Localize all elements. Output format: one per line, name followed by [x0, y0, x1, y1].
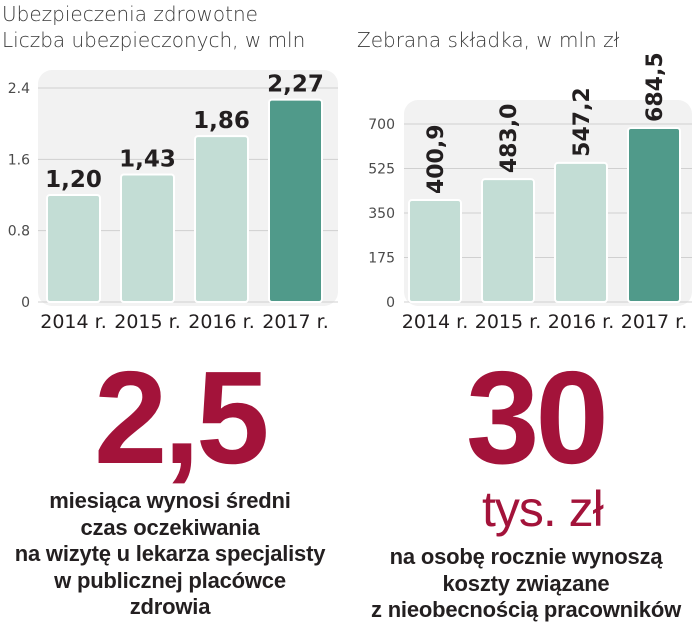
- y-tick-label: 0: [21, 295, 30, 311]
- right-stat-unit: tys. zł: [482, 481, 604, 537]
- chart-panel: [404, 100, 692, 306]
- bar-value-label: 400,9: [424, 124, 449, 194]
- right-stat-line: na osobę rocznie wynoszą: [389, 544, 663, 569]
- bar: [120, 173, 175, 303]
- left-stat-line: zdrowia: [129, 594, 211, 619]
- right-stat-description: na osobę rocznie wynoszą koszty związane…: [355, 544, 697, 624]
- left-stat-line: miesiąca wynosi średni: [49, 488, 291, 513]
- bar: [627, 126, 681, 304]
- y-tick-label: 2.4: [8, 81, 30, 97]
- left-stat-line: na wizytę u lekarza specjalisty: [14, 541, 326, 566]
- chart-panel: [38, 70, 338, 306]
- y-tick-label: 350: [368, 206, 395, 222]
- bar: [268, 98, 323, 304]
- bar: [554, 161, 608, 303]
- left-stat-line: czas oczekiwania: [80, 514, 260, 540]
- x-category-label: 2014 r.: [402, 311, 469, 333]
- premium-collected-chart: 0 175 350 525 700 400,9 2014 r. 483,0 2015 r. 547…: [368, 52, 692, 333]
- x-category-label: 2016 r.: [548, 311, 615, 333]
- left-stat-line: w publicznej placówce: [54, 567, 286, 593]
- bar-value-label: 2,27: [267, 72, 324, 98]
- y-tick-label: 700: [368, 117, 395, 133]
- bar-value-label: 1,86: [193, 108, 250, 134]
- bar: [408, 199, 462, 303]
- x-category-label: 2017 r.: [262, 311, 329, 333]
- insured-count-chart: 0 0.8 1.6 2.4 1,20 2014 r. 1,43 2015 r. 1,86 2016…: [8, 70, 338, 333]
- x-category-label: 2016 r.: [188, 311, 255, 333]
- section-title: Ubezpieczenia zdrowotne: [2, 2, 258, 26]
- bar: [481, 178, 535, 303]
- y-tick-label: 525: [368, 162, 395, 178]
- y-tick-label: 0.8: [8, 224, 30, 240]
- bar-value-label: 684,5: [643, 52, 668, 122]
- y-tick-label: 1.6: [8, 152, 30, 168]
- y-tick-label: 175: [368, 251, 395, 267]
- x-category-label: 2014 r.: [40, 311, 107, 333]
- bar: [46, 194, 101, 303]
- right-chart-title: Zebrana składka, w mln zł: [357, 28, 620, 52]
- bar-value-label: 1,20: [45, 167, 102, 193]
- left-stat-number: 2,5: [94, 344, 269, 491]
- right-stat-line: koszty związane: [442, 570, 610, 596]
- right-stat-number: 30: [466, 344, 609, 491]
- x-category-label: 2017 r.: [621, 311, 688, 333]
- x-category-label: 2015 r.: [475, 311, 542, 333]
- bar-value-label: 547,2: [570, 87, 595, 157]
- bar: [194, 135, 249, 303]
- right-stat-line: z nieobecnością pracowników: [370, 597, 681, 622]
- left-stat-description: miesiąca wynosi średni czas oczekiwania …: [0, 488, 340, 621]
- left-chart-title: Liczba ubezpieczonych, w mln: [2, 28, 306, 52]
- y-tick-label: 0: [386, 295, 395, 311]
- bar-value-label: 483,0: [497, 104, 522, 174]
- bar-value-label: 1,43: [119, 146, 176, 172]
- x-category-label: 2015 r.: [114, 311, 181, 333]
